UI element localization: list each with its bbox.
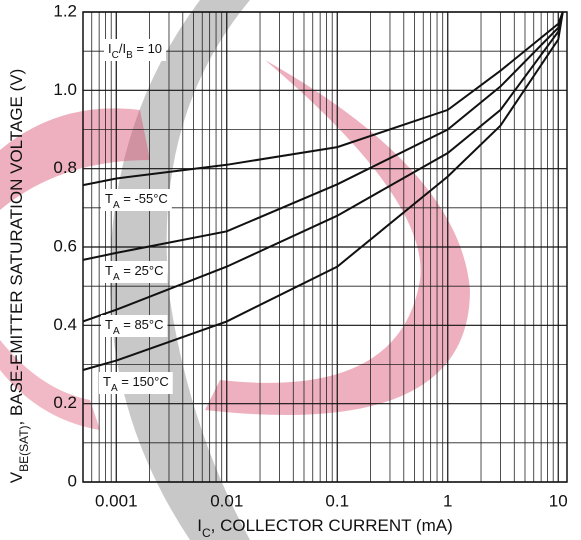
text-part: I <box>108 41 112 56</box>
annotation-bg <box>101 315 168 337</box>
series-line <box>82 11 564 323</box>
x-axis-label: IC, COLLECTOR CURRENT (mA) <box>197 516 453 540</box>
x-tick-label: 0.1 <box>325 491 349 510</box>
text-part: , COLLECTOR CURRENT (mA) <box>211 516 453 535</box>
annotation-bg <box>99 372 173 394</box>
y-tick-label: 0.6 <box>53 236 77 255</box>
text-part: C <box>202 526 211 540</box>
y-tick-label: 0.8 <box>53 158 77 177</box>
text-part: = 85°C <box>120 317 164 332</box>
y-tick-label: 0 <box>68 471 77 490</box>
text-part: A <box>113 200 120 211</box>
text-part: T <box>103 374 111 389</box>
x-tick-label: 0.001 <box>95 491 138 510</box>
series-line <box>82 11 564 261</box>
text-part: /I <box>119 41 126 56</box>
x-tick-label: 0.01 <box>210 491 243 510</box>
watermark-pink <box>0 108 150 210</box>
annotation: TA = 85°C <box>105 317 164 337</box>
text-part: I <box>197 516 202 535</box>
annotation: IC/IB = 10 <box>108 41 162 61</box>
text-part: A <box>113 326 120 337</box>
watermark-gray <box>110 0 250 540</box>
text-part: = 150°C <box>118 374 169 389</box>
y-axis-label: VBE(SAT), BASE-EMITTER SATURATION VOLTAG… <box>7 69 31 484</box>
text-part: T <box>105 317 113 332</box>
text-part: T <box>105 263 113 278</box>
text-part: A <box>111 383 118 394</box>
x-tick-label: 10 <box>549 491 568 510</box>
annotation: TA = 150°C <box>103 374 169 394</box>
y-tick-label: 1.2 <box>53 1 77 20</box>
text-part: = 10 <box>133 41 162 56</box>
plot-frame <box>82 11 568 483</box>
text-part: , BASE-EMITTER SATURATION VOLTAGE (V) <box>7 69 26 426</box>
text-part: A <box>113 272 120 283</box>
annotation: TA = -55°C <box>105 191 168 211</box>
text-part: = -55°C <box>120 191 168 206</box>
text-part: = 25°C <box>120 263 164 278</box>
text-part: V <box>7 471 26 483</box>
annotation-bg <box>104 39 167 61</box>
y-tick-label: 0.2 <box>53 393 77 412</box>
text-part: C <box>112 50 119 61</box>
watermark-pink <box>0 340 100 430</box>
annotation: TA = 25°C <box>105 263 164 283</box>
text-part: BE(SAT) <box>17 425 31 471</box>
series-line <box>82 11 564 371</box>
text-part: B <box>126 50 133 61</box>
y-tick-label: 1.0 <box>53 80 77 99</box>
text-part: T <box>105 191 113 206</box>
annotation-bg <box>101 261 168 283</box>
x-tick-label: 1 <box>443 491 452 510</box>
annotation-bg <box>101 189 172 211</box>
y-tick-label: 0.4 <box>53 315 77 334</box>
series-line <box>82 11 564 187</box>
